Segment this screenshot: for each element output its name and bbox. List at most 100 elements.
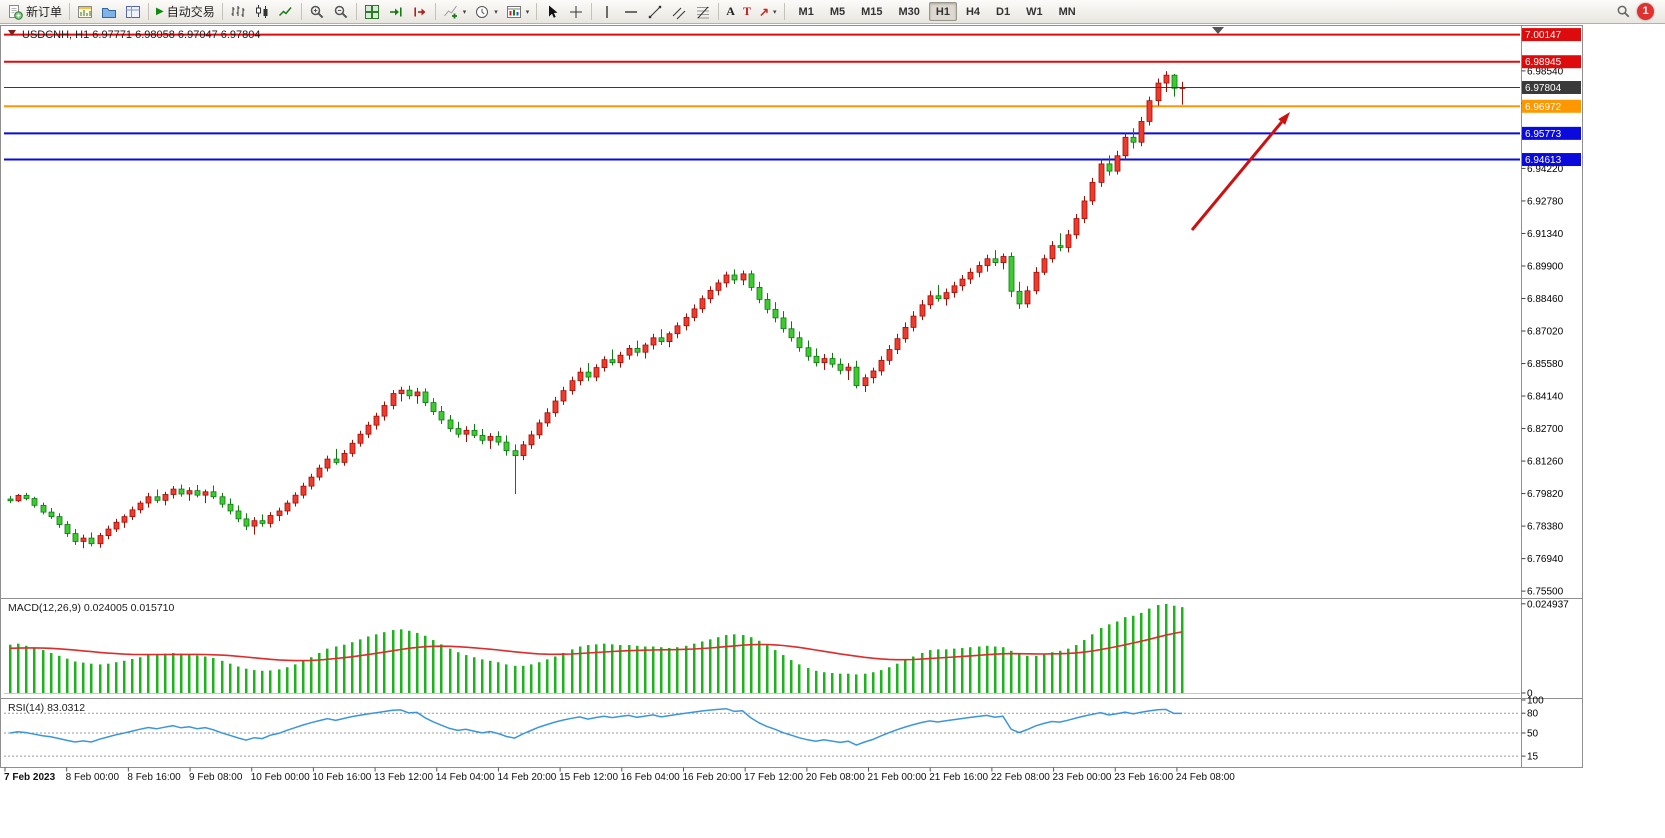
- price-badge: [1522, 99, 1581, 113]
- tile-windows-button[interactable]: [360, 2, 384, 22]
- chevron-down-icon: ▾: [773, 8, 777, 16]
- svg-text:6.82700: 6.82700: [1527, 424, 1564, 435]
- horizontal-line-tool-button[interactable]: [619, 2, 643, 22]
- svg-text:6.85580: 6.85580: [1527, 359, 1564, 370]
- toolbar-separator: [148, 3, 150, 20]
- svg-text:7 Feb 2023: 7 Feb 2023: [4, 772, 56, 783]
- main-toolbar: 新订单 ▶ 自动交易 ▾ ▾ ▾ A T ↗ ▾ M1 M5 M15 M30 H1 H4 D1…: [0, 0, 1665, 24]
- svg-text:6.94613: 6.94613: [1525, 155, 1562, 166]
- chart-window-border: [0, 25, 1583, 768]
- timeframe-button-mn[interactable]: MN: [1052, 2, 1083, 21]
- timeframe-button-m15[interactable]: M15: [854, 2, 889, 21]
- tile-windows-icon: [364, 4, 379, 19]
- label-tool-button[interactable]: T: [739, 2, 755, 22]
- chevron-down-icon: ▾: [494, 8, 498, 16]
- zoom-out-button[interactable]: [329, 2, 353, 22]
- svg-text:6.75500: 6.75500: [1527, 587, 1564, 598]
- auto-trading-button[interactable]: ▶ 自动交易: [152, 2, 219, 22]
- svg-text:6.81260: 6.81260: [1527, 457, 1564, 468]
- horizontal-price-lines[interactable]: [4, 33, 1520, 161]
- toolbar-separator: [300, 3, 302, 20]
- crosshair-icon: [570, 5, 583, 18]
- periods-button[interactable]: ▾: [470, 2, 502, 22]
- data-window-button[interactable]: [121, 2, 145, 22]
- line-chart-icon: [278, 6, 292, 16]
- profiles-button[interactable]: [97, 2, 121, 22]
- vertical-line-tool-button[interactable]: [595, 2, 619, 22]
- chart-symbol-label: USDCNH, H1 6.97771 6.98058 6.97047 6.978…: [22, 29, 261, 41]
- svg-text:24 Feb 08:00: 24 Feb 08:00: [1176, 772, 1235, 783]
- timeframe-button-d1[interactable]: D1: [989, 2, 1017, 21]
- auto-scroll-icon: [389, 7, 402, 16]
- svg-text:23 Feb 00:00: 23 Feb 00:00: [1053, 772, 1112, 783]
- chart-shift-marker[interactable]: [1212, 27, 1224, 34]
- svg-text:7.00147: 7.00147: [1525, 30, 1562, 41]
- svg-text:6.91340: 6.91340: [1527, 229, 1564, 240]
- template-icon: [506, 5, 521, 18]
- toolbar-separator: [591, 3, 593, 20]
- search-button[interactable]: [1612, 2, 1635, 22]
- svg-text:6.87020: 6.87020: [1527, 327, 1564, 338]
- svg-text:10 Feb 16:00: 10 Feb 16:00: [312, 772, 371, 783]
- svg-text:6.76940: 6.76940: [1527, 554, 1564, 565]
- candlestick-chart-icon: [255, 4, 268, 18]
- cursor-button[interactable]: [540, 2, 564, 22]
- svg-text:6.96972: 6.96972: [1525, 102, 1562, 113]
- arrows-tool-button[interactable]: ↗ ▾: [755, 2, 781, 22]
- timeframe-button-m30[interactable]: M30: [892, 2, 927, 21]
- zoom-out-icon: [334, 5, 348, 18]
- toolbar-separator: [718, 3, 720, 20]
- timeframe-button-h4[interactable]: H4: [959, 2, 987, 21]
- toolbar-separator: [355, 3, 357, 20]
- trend-arrow-annotation[interactable]: [1190, 112, 1290, 231]
- svg-text:21 Feb 00:00: 21 Feb 00:00: [868, 772, 927, 783]
- templates-button[interactable]: ▾: [502, 2, 534, 22]
- svg-text:6.79820: 6.79820: [1527, 489, 1564, 500]
- charts-window-button[interactable]: [73, 2, 97, 22]
- bar-chart-button[interactable]: [226, 2, 250, 22]
- line-chart-button[interactable]: [274, 2, 298, 22]
- channel-tool-button[interactable]: [667, 2, 691, 22]
- svg-text:6.88460: 6.88460: [1527, 294, 1564, 305]
- svg-text:13 Feb 12:00: 13 Feb 12:00: [374, 772, 433, 783]
- timeframe-button-m1[interactable]: M1: [792, 2, 821, 21]
- text-tool-icon: A: [726, 4, 735, 18]
- notification-badge[interactable]: 1: [1637, 3, 1654, 20]
- bar-chart-icon: [231, 5, 245, 17]
- price-badge: [1522, 80, 1581, 94]
- arrow-tool-icon: ↗: [758, 4, 770, 19]
- svg-text:6.84140: 6.84140: [1527, 392, 1564, 403]
- search-icon: [1617, 5, 1630, 18]
- svg-text:6.95773: 6.95773: [1525, 129, 1562, 140]
- fibonacci-tool-button[interactable]: [691, 2, 715, 22]
- svg-text:9 Feb 08:00: 9 Feb 08:00: [189, 772, 243, 783]
- chart-shift-icon: [414, 7, 426, 16]
- text-tool-button[interactable]: A: [722, 2, 739, 22]
- crosshair-button[interactable]: [564, 2, 588, 22]
- timeframe-button-h1[interactable]: H1: [928, 2, 957, 21]
- svg-text:6.92780: 6.92780: [1527, 196, 1564, 207]
- indicators-button[interactable]: ▾: [439, 2, 471, 22]
- trendline-tool-button[interactable]: [643, 2, 667, 22]
- rsi-scale-label: 15: [1527, 752, 1539, 763]
- candlestick-chart-button[interactable]: [250, 2, 274, 22]
- timeframe-button-m5[interactable]: M5: [823, 2, 852, 21]
- svg-text:10 Feb 00:00: 10 Feb 00:00: [251, 772, 310, 783]
- svg-text:16 Feb 04:00: 16 Feb 04:00: [621, 772, 680, 783]
- chart-shift-button[interactable]: [408, 2, 432, 22]
- svg-text:6.98540: 6.98540: [1527, 66, 1564, 77]
- svg-text:6.98945: 6.98945: [1525, 57, 1562, 68]
- chevron-down-icon: ▾: [462, 8, 467, 16]
- toolbar-separator: [536, 3, 538, 20]
- rsi-label: RSI(14) 83.0312: [8, 702, 85, 714]
- time-axis[interactable]: 7 Feb 2023 8 Feb 00:00 8 Feb 16:00 9 Feb 08…: [4, 767, 1235, 784]
- timeframe-button-w1[interactable]: W1: [1019, 2, 1050, 21]
- new-order-button[interactable]: 新订单: [3, 2, 66, 22]
- zoom-in-button[interactable]: [305, 2, 329, 22]
- svg-text:21 Feb 16:00: 21 Feb 16:00: [929, 772, 988, 783]
- macd-scale-label: 0: [1527, 689, 1533, 700]
- timeframe-toolbar: M1 M5 M15 M30 H1 H4 D1 W1 MN: [792, 2, 1083, 21]
- auto-scroll-button[interactable]: [384, 2, 408, 22]
- symbol-marker-icon: [8, 30, 16, 36]
